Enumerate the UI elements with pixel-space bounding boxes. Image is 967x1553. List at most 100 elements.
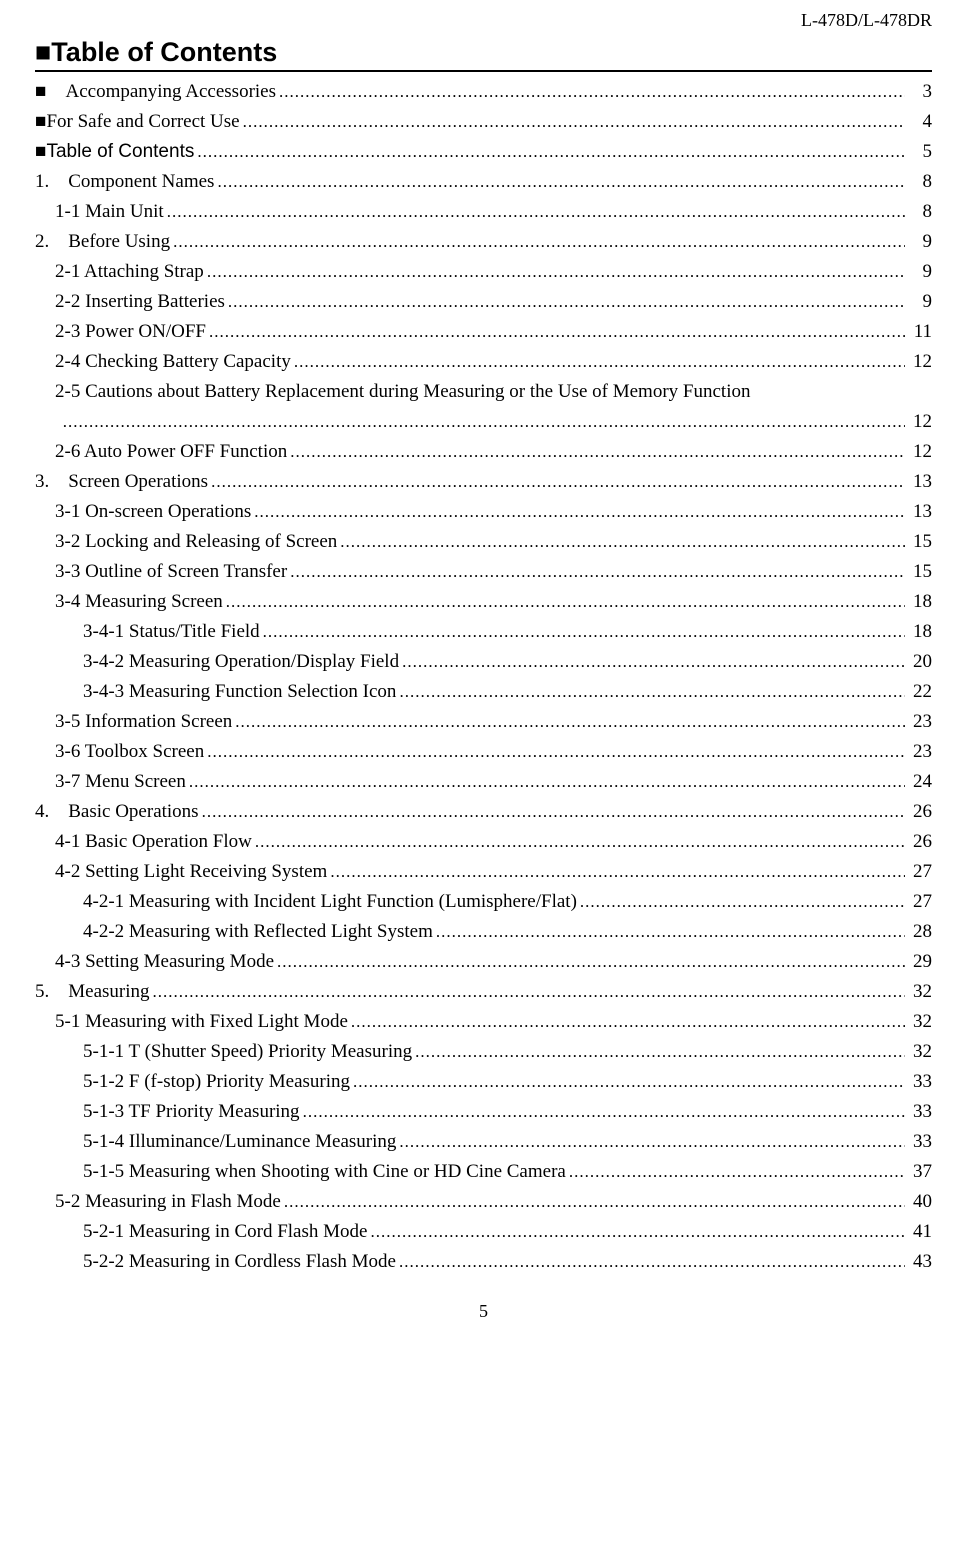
toc-entry: .12 (35, 412, 932, 431)
toc-entry: 5-2-1 Measuring in Cord Flash Mode41 (35, 1222, 932, 1241)
toc-page: 24 (908, 772, 932, 791)
toc-leader (402, 652, 905, 671)
toc-leader (290, 442, 905, 461)
toc-label: 3-6 Toolbox Screen (55, 742, 204, 761)
toc-leader (153, 982, 905, 1001)
toc-label: 3-1 On-screen Operations (55, 502, 251, 521)
toc-entry: ■Table of Contents 5 (35, 142, 932, 161)
toc-page: 33 (908, 1132, 932, 1151)
toc-entry: 2-1 Attaching Strap9 (35, 262, 932, 281)
toc-leader (290, 562, 905, 581)
toc-label: 3-4-1 Status/Title Field (83, 622, 260, 641)
toc-page: 18 (908, 592, 932, 611)
toc-page: 8 (908, 172, 932, 191)
toc-page: 22 (908, 682, 932, 701)
toc-leader (197, 142, 905, 161)
toc-entry: 3-2 Locking and Releasing of Screen15 (35, 532, 932, 551)
toc-leader (340, 532, 905, 551)
toc-page: 23 (908, 742, 932, 761)
toc-leader (580, 892, 905, 911)
toc-label: 5-1-2 F (f-stop) Priority Measuring (83, 1072, 350, 1091)
toc-entry: 3-3 Outline of Screen Transfer15 (35, 562, 932, 581)
toc-label: ■For Safe and Correct Use (35, 112, 240, 131)
toc-entry: 3-7 Menu Screen 24 (35, 772, 932, 791)
toc-leader (209, 322, 905, 341)
toc-label: ■Table of Contents (35, 142, 194, 161)
toc-entry: 5-1 Measuring with Fixed Light Mode32 (35, 1012, 932, 1031)
toc-label: 5-1-1 T (Shutter Speed) Priority Measuri… (83, 1042, 412, 1061)
page-number: 5 (35, 1301, 932, 1322)
toc-entry: 2-3 Power ON/OFF11 (35, 322, 932, 341)
toc-page: 32 (908, 1042, 932, 1061)
toc-leader (399, 1252, 905, 1271)
toc-page: 12 (908, 352, 932, 371)
toc-page: 28 (908, 922, 932, 941)
toc-entry: ■ Accompanying Accessories3 (35, 82, 932, 101)
toc-label: 2-2 Inserting Batteries (55, 292, 225, 311)
toc-entry: 3-4-1 Status/Title Field 18 (35, 622, 932, 641)
toc-entry: 2-2 Inserting Batteries9 (35, 292, 932, 311)
toc-page: 33 (908, 1072, 932, 1091)
toc-label: 4-2-2 Measuring with Reflected Light Sys… (83, 922, 433, 941)
toc-label: 3-2 Locking and Releasing of Screen (55, 532, 337, 551)
toc-entry: 4-2 Setting Light Receiving System27 (35, 862, 932, 881)
toc-page: 4 (908, 112, 932, 131)
toc-label: 3-7 Menu Screen (55, 772, 186, 791)
toc-entry: 5-2-2 Measuring in Cordless Flash Mode43 (35, 1252, 932, 1271)
toc-label: 5-2 Measuring in Flash Mode (55, 1192, 281, 1211)
toc-leader (353, 1072, 905, 1091)
toc-entry: 1-1 Main Unit8 (35, 202, 932, 221)
header-model: L-478D/L-478DR (35, 10, 932, 31)
toc-leader (173, 232, 905, 251)
toc-entry: 5-1-3 TF Priority Measuring33 (35, 1102, 932, 1121)
toc-entry: 5-2 Measuring in Flash Mode40 (35, 1192, 932, 1211)
toc-label: 5-1-3 TF Priority Measuring (83, 1102, 300, 1121)
toc-leader (235, 712, 905, 731)
toc-entry: 5-1-1 T (Shutter Speed) Priority Measuri… (35, 1042, 932, 1061)
toc-leader (303, 1102, 905, 1121)
toc-label: 3-4 Measuring Screen (55, 592, 223, 611)
toc-leader (351, 1012, 905, 1031)
toc-entry: 5. Measuring32 (35, 982, 932, 1001)
toc-page: 9 (908, 232, 932, 251)
toc-leader (279, 82, 905, 101)
toc-leader (211, 472, 905, 491)
toc-label: 4-3 Setting Measuring Mode (55, 952, 274, 971)
toc-page: 27 (908, 862, 932, 881)
toc-label: ■ Accompanying Accessories (35, 82, 276, 101)
toc-entry: 2-4 Checking Battery Capacity12 (35, 352, 932, 371)
toc-label: 2-5 Cautions about Battery Replacement d… (55, 382, 750, 401)
toc-leader (255, 832, 905, 851)
toc-label: 1-1 Main Unit (55, 202, 164, 221)
toc-entry: 2-6 Auto Power OFF Function12 (35, 442, 932, 461)
toc-page: 32 (908, 1012, 932, 1031)
toc-leader (228, 292, 905, 311)
toc-entry: 4-1 Basic Operation Flow26 (35, 832, 932, 851)
toc-entry: 3. Screen Operations13 (35, 472, 932, 491)
toc-label: 3. Screen Operations (35, 472, 208, 491)
toc-entry: 4. Basic Operations26 (35, 802, 932, 821)
toc-leader (263, 622, 905, 641)
toc-leader (254, 502, 905, 521)
toc-page: 5 (908, 142, 932, 161)
table-of-contents: ■ Accompanying Accessories3 ■For Safe and… (35, 82, 932, 1271)
toc-leader (399, 682, 905, 701)
toc-label: 2-1 Attaching Strap (55, 262, 204, 281)
toc-label: 2-3 Power ON/OFF (55, 322, 206, 341)
toc-page: 23 (908, 712, 932, 731)
toc-page: 18 (908, 622, 932, 641)
toc-page: 29 (908, 952, 932, 971)
toc-page: 41 (908, 1222, 932, 1241)
toc-entry: 1. Component Names 8 (35, 172, 932, 191)
toc-leader (189, 772, 905, 791)
toc-leader (330, 862, 905, 881)
toc-entry: 3-1 On-screen Operations13 (35, 502, 932, 521)
toc-page: 15 (908, 562, 932, 581)
toc-entry: 3-5 Information Screen23 (35, 712, 932, 731)
toc-leader (202, 802, 905, 821)
toc-label: 3-4-3 Measuring Function Selection Icon (83, 682, 396, 701)
toc-label: 5. Measuring (35, 982, 150, 1001)
toc-entry: 4-2-1 Measuring with Incident Light Func… (35, 892, 932, 911)
toc-leader (284, 1192, 905, 1211)
toc-label: 1. Component Names (35, 172, 214, 191)
